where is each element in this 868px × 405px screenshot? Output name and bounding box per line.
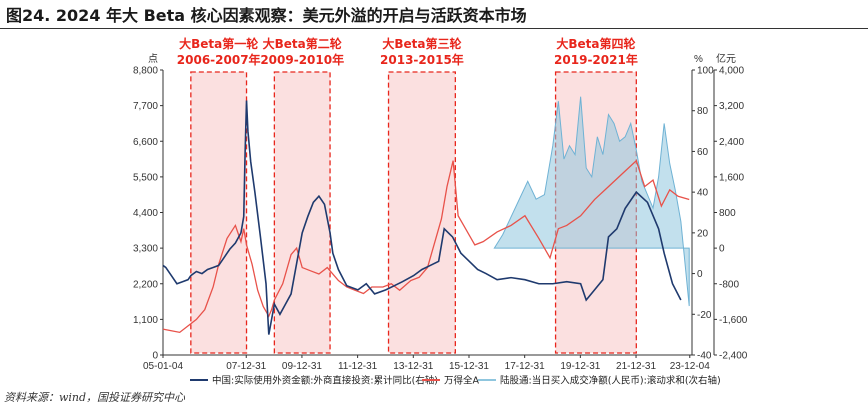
era-label-1: 大Beta第一轮 (179, 36, 259, 51)
era-region-1 (190, 71, 248, 354)
right2-axis-unit: 亿元 (716, 52, 736, 65)
x-tick-label: 07-12-31 (226, 361, 266, 372)
era-region-3 (387, 71, 456, 354)
right-tick-label: 0 (697, 269, 703, 280)
right-tick-label: 20 (697, 228, 709, 239)
series-wind-a-line (162, 159, 690, 334)
era-region-2 (273, 71, 331, 354)
x-tick-label: 23-12-04 (670, 361, 710, 372)
right-tick-label: 80 (697, 106, 709, 117)
era-period-1: 2006-2007年 (177, 52, 261, 67)
right2-tick-label: 1,600 (719, 172, 744, 183)
legend-label-wind-a: 万得全A (444, 375, 480, 387)
title-divider (0, 28, 868, 29)
left-tick-label: 1,100 (133, 315, 158, 326)
era-label-4: 大Beta第四轮 (556, 36, 636, 51)
right-tick-label: 60 (697, 147, 709, 158)
right2-tick-label: 2,400 (719, 137, 744, 148)
x-tick-label: 19-12-31 (560, 361, 600, 372)
left-tick-label: 5,500 (133, 172, 158, 183)
right2-tick-label: 3,200 (719, 101, 744, 112)
right2-tick-label: -1,600 (719, 315, 748, 326)
right-tick-label: 40 (697, 188, 709, 199)
x-tick-label: 15-12-31 (449, 361, 489, 372)
left-tick-label: 3,300 (133, 244, 158, 255)
right2-tick-label: 800 (719, 208, 736, 219)
era-period-2: 2009-2010年 (260, 52, 344, 67)
right-tick-label: -40 (697, 351, 712, 362)
left-tick-label: 0 (152, 351, 158, 362)
x-tick-label: 17-12-31 (505, 361, 545, 372)
era-period-4: 2019-2021年 (554, 52, 638, 67)
era-label-2: 大Beta第二轮 (263, 36, 343, 51)
right2-tick-label: -800 (719, 279, 739, 290)
legend-label-fdi: 中国:实际使用外资金额:外商直接投资:累计同比(右轴) (212, 375, 438, 387)
era-period-3: 2013-2015年 (380, 52, 464, 67)
x-tick-label: 13-12-31 (393, 361, 433, 372)
left-tick-label: 7,700 (133, 101, 158, 112)
source-note: 资料来源：wind，国投证券研究中心 (4, 391, 186, 404)
right2-tick-label: 4,000 (719, 66, 744, 77)
x-tick-label: 05-01-04 (143, 361, 183, 372)
right-axis-unit: % (694, 54, 703, 65)
series-fdi-line (162, 100, 682, 335)
legend-label-northbound: 陆股通:当日买入成交净额(人民币):滚动求和(次右轴) (500, 375, 721, 387)
right-tick-label: -20 (697, 310, 712, 321)
x-tick-label: 09-12-31 (282, 361, 322, 372)
left-tick-label: 8,800 (133, 66, 158, 77)
page-title: 图24. 2024 年大 Beta 核心因素观察：美元外溢的开启与活跃资本市场 (6, 6, 527, 25)
x-tick-label: 11-12-31 (338, 361, 378, 372)
right2-tick-label: -2,400 (719, 351, 748, 362)
left-tick-label: 6,600 (133, 137, 158, 148)
left-tick-label: 4,400 (133, 208, 158, 219)
right-tick-label: 100 (697, 66, 714, 77)
right2-tick-label: 0 (719, 244, 725, 255)
era-label-3: 大Beta第三轮 (382, 36, 462, 51)
series-northbound-area (493, 96, 690, 307)
left-tick-label: 2,200 (133, 279, 158, 290)
left-axis-unit: 点 (148, 53, 158, 65)
x-tick-label: 21-12-31 (616, 361, 656, 372)
